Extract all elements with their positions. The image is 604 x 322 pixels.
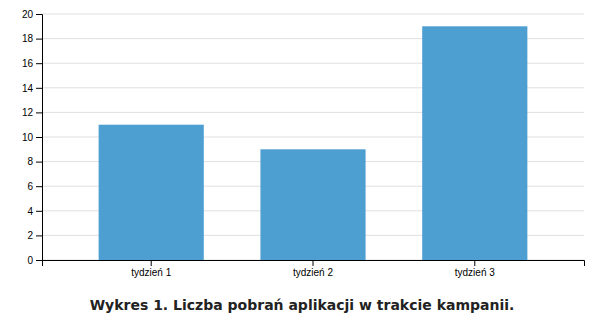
y-tick-label: 12	[22, 107, 34, 118]
y-tick-label: 18	[22, 33, 34, 44]
y-tick-label: 4	[27, 206, 33, 217]
y-tick: 4	[27, 206, 42, 217]
y-tick-mark	[36, 63, 42, 64]
x-tick: tydzień 3	[455, 260, 495, 278]
bar	[260, 149, 365, 260]
y-tick: 12	[22, 107, 42, 118]
y-tick: 10	[22, 132, 42, 143]
x-axis-line	[43, 261, 585, 267]
y-tick-mark	[36, 39, 42, 40]
chart: 02468101214161820tydzień 1tydzień 2tydzi…	[0, 0, 604, 322]
title: Wykres 1. Liczba pobrań aplikacji w trak…	[90, 297, 515, 313]
y-tick: 6	[27, 181, 42, 192]
x-tick-mark	[313, 260, 314, 266]
y-tick-mark	[36, 162, 42, 163]
grid-line	[42, 14, 584, 15]
y-tick-label: 6	[27, 181, 33, 192]
y-tick-mark	[36, 14, 42, 15]
y-tick-mark	[36, 235, 42, 236]
y-tick-label: 16	[22, 58, 34, 69]
y-tick: 8	[27, 156, 42, 167]
grid	[42, 14, 584, 260]
y-tick: 20	[22, 9, 42, 20]
x-tick-label: tydzień 1	[131, 267, 171, 278]
x-tick-label: tydzień 2	[293, 267, 333, 278]
bar	[422, 26, 527, 260]
y-tick: 0	[27, 255, 42, 266]
y-tick-label: 8	[27, 156, 33, 167]
x-tick-label: tydzień 3	[455, 267, 495, 278]
y-tick: 2	[27, 230, 42, 241]
y-axis-line	[36, 15, 43, 261]
y-tick-mark	[36, 112, 42, 113]
x-tick: tydzień 1	[131, 260, 171, 278]
x-tick: tydzień 2	[293, 260, 333, 278]
y-tick-mark	[36, 211, 42, 212]
y-tick: 16	[22, 58, 42, 69]
y-tick-label: 2	[27, 230, 33, 241]
y-tick-mark	[36, 137, 42, 138]
y-tick-mark	[36, 88, 42, 89]
x-tick-mark	[474, 260, 475, 266]
y-tick-label: 20	[22, 9, 34, 20]
y-tick: 14	[22, 83, 42, 94]
bars	[99, 26, 528, 260]
bar	[99, 125, 204, 260]
y-tick-label: 14	[22, 83, 34, 94]
y-tick-mark	[36, 186, 42, 187]
y-tick: 18	[22, 33, 42, 44]
y-tick-label: 0	[27, 255, 33, 266]
y-tick-mark	[36, 260, 42, 261]
y-tick-label: 10	[22, 132, 34, 143]
y-axis: 0 2 4 6 8 10 12 14 16 18 20	[22, 9, 43, 266]
x-tick-mark	[151, 260, 152, 266]
plot: 02468101214161820tydzień 1tydzień 2tydzi…	[22, 9, 585, 278]
x-axis: tydzień 1 tydzień 2 tydzień 3	[43, 260, 585, 278]
